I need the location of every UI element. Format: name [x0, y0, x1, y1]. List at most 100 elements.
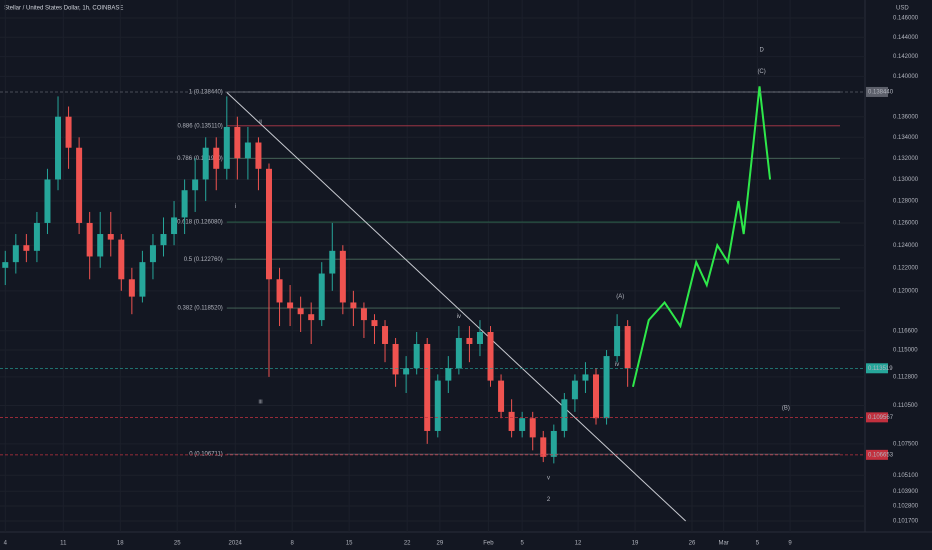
candle-body — [455, 337, 462, 369]
candle-body — [434, 380, 441, 431]
y-tick-label: 0.112800 — [893, 374, 918, 380]
wave-label: iv — [457, 314, 461, 320]
candle-body — [413, 343, 420, 369]
wave-label: iii — [259, 399, 263, 405]
x-tick-label: 22 — [404, 541, 411, 547]
candle-body — [350, 302, 357, 309]
candle-body — [329, 250, 336, 274]
y-tick-label: 0.136000 — [893, 114, 919, 120]
price-tag — [866, 412, 888, 423]
candle-body — [550, 430, 557, 457]
candle-body — [593, 374, 600, 419]
y-tick-label: 0.130000 — [893, 177, 919, 183]
currency-label: USD — [896, 6, 909, 12]
price-tag — [866, 86, 888, 97]
wave-label: D — [759, 47, 764, 53]
candle-body — [424, 343, 431, 431]
y-tick-label: 0.134000 — [893, 135, 919, 141]
x-tick-label: Feb — [483, 541, 494, 547]
level-label: 0.5 (0.122760) — [184, 257, 223, 263]
x-tick-label: 5 — [756, 541, 760, 547]
candle-body — [65, 116, 72, 148]
y-tick-label: 0.103900 — [893, 489, 919, 495]
candle-body — [44, 179, 51, 223]
candle-body — [97, 234, 104, 257]
y-tick-label: 0.101700 — [893, 519, 919, 525]
y-tick-label: 0.115000 — [893, 348, 918, 354]
candle-body — [181, 190, 188, 218]
price-tag — [866, 363, 888, 374]
price-tag-label: 0.109567 — [868, 415, 894, 421]
wave-label: i — [235, 204, 236, 210]
projection-line — [631, 86, 772, 388]
candle-body — [76, 147, 83, 223]
price-tag-label: 0.106653 — [868, 452, 894, 458]
y-tick-label: 0.110500 — [893, 403, 918, 409]
level-label: 0.618 (0.126080) — [177, 220, 223, 226]
x-tick-label: 15 — [346, 541, 353, 547]
candle-body — [86, 222, 93, 257]
candle-body — [508, 411, 515, 431]
candle-body — [571, 380, 578, 400]
wave-label: ii — [259, 119, 262, 125]
candle-body — [107, 234, 114, 240]
candle-body — [55, 116, 62, 180]
candle-body — [160, 234, 167, 246]
y-tick-label: 0.140000 — [893, 74, 919, 80]
level-label: 0.382 (0.118520) — [178, 306, 223, 312]
price-tag — [866, 449, 888, 460]
x-tick-label: 26 — [689, 541, 696, 547]
candle-body — [487, 331, 494, 381]
candle-body — [234, 126, 241, 159]
candle-body — [23, 245, 30, 251]
candle-body — [12, 245, 19, 263]
candle-body — [308, 314, 315, 321]
candle-body — [276, 279, 283, 303]
y-tick-label: 0.122000 — [893, 265, 919, 271]
x-tick-label: 19 — [632, 541, 639, 547]
x-tick-label: 18 — [117, 541, 124, 547]
candle-body — [128, 279, 135, 297]
candle-body — [202, 147, 209, 180]
candle-body — [466, 337, 473, 344]
candle-body — [287, 302, 294, 309]
candle-body — [265, 168, 272, 280]
candle-body — [403, 368, 410, 375]
x-tick-label: 29 — [437, 541, 444, 547]
wave-label: (C) — [757, 69, 765, 75]
level-label: 1 (0.138440) — [189, 90, 223, 96]
candle-body — [149, 245, 156, 263]
candle-body — [33, 222, 40, 251]
candle-body — [445, 368, 452, 381]
y-tick-label: 0.126000 — [893, 221, 919, 227]
y-tick-label: 0.105100 — [893, 473, 919, 479]
x-tick-label: Mar — [718, 541, 728, 547]
candle-body — [498, 380, 505, 412]
candle-body — [318, 273, 325, 321]
candle-body — [139, 262, 146, 297]
price-tag-label: 0.113519 — [868, 366, 893, 372]
candle-body — [118, 239, 125, 280]
y-tick-label: 0.120000 — [893, 288, 919, 294]
candle-body — [171, 217, 178, 235]
candle-body — [255, 142, 262, 169]
wave-label: iv — [615, 362, 619, 368]
candle-body — [603, 356, 610, 419]
candle-body — [561, 399, 568, 431]
x-tick-label: 2024 — [229, 541, 243, 547]
y-tick-label: 0.102800 — [893, 504, 919, 510]
y-tick-label: 0.107500 — [893, 441, 919, 447]
x-tick-label: 4 — [4, 541, 8, 547]
x-tick-label: 5 — [520, 541, 524, 547]
y-tick-label: 0.124000 — [893, 243, 919, 249]
candle-body — [540, 437, 547, 457]
level-label: 0.886 (0.135110) — [178, 123, 223, 129]
candle-body — [371, 320, 378, 327]
candle-body — [244, 142, 251, 159]
y-tick-label: 0.142000 — [893, 54, 919, 60]
candle-body — [582, 374, 589, 381]
y-tick-label: 0.132000 — [893, 156, 919, 162]
candle-body — [213, 147, 220, 169]
